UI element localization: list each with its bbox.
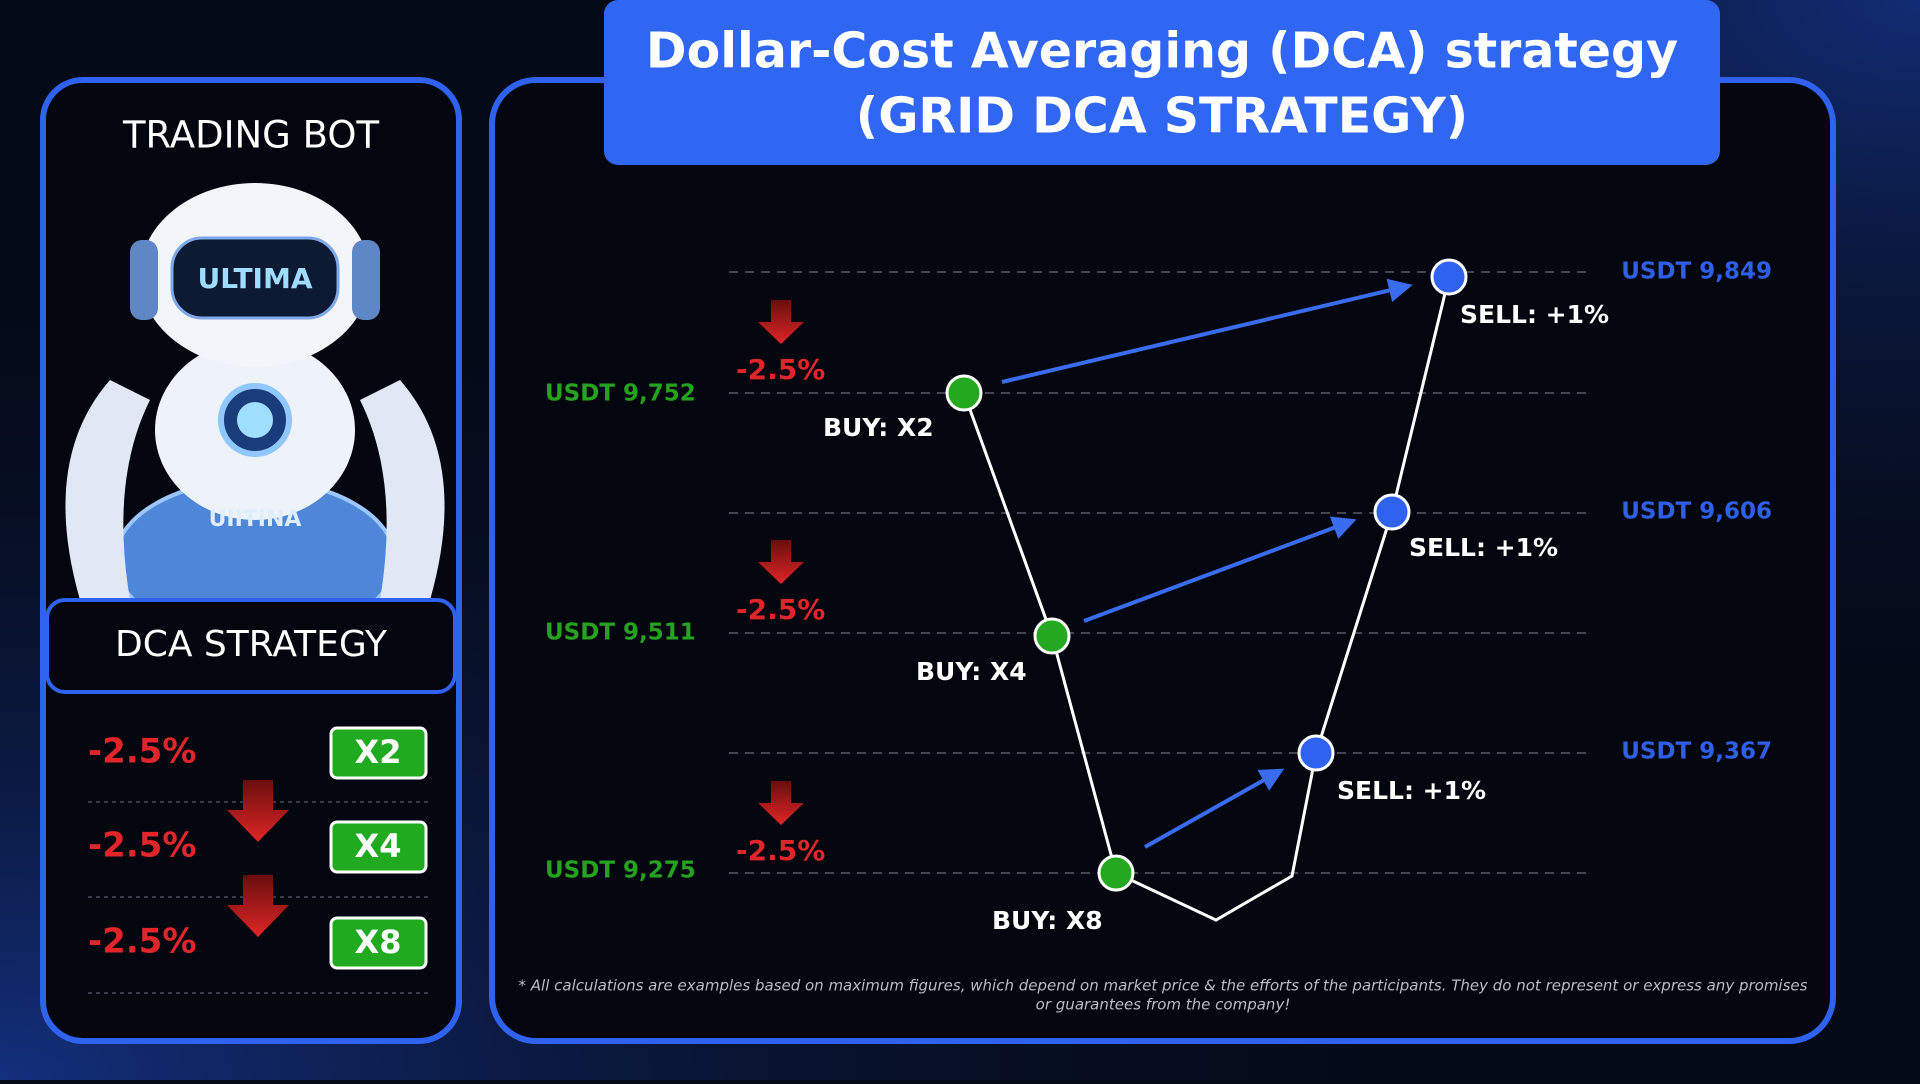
- sell-point: [1373, 493, 1411, 531]
- strategy-box: [45, 598, 457, 694]
- disclaimer: * All calculations are examples based on…: [519, 977, 1808, 995]
- badge-label: UIITINA: [209, 507, 302, 532]
- buy-point: [1033, 617, 1071, 655]
- row-drop: -2.5%: [88, 922, 196, 962]
- buy-drop: -2.5%: [736, 353, 825, 386]
- price-path: [962, 276, 1451, 922]
- chart-panel: [489, 77, 1836, 1044]
- buy-action: BUY: X2: [823, 413, 934, 442]
- drop-arrows: [758, 300, 804, 825]
- sell-point: [1297, 734, 1335, 772]
- buy-action: BUY: X4: [916, 657, 1027, 686]
- disclaimer: or guarantees from the company!: [1036, 996, 1291, 1014]
- sidebar-heading: TRADING BOT: [122, 114, 379, 157]
- row-multiplier: X4: [355, 827, 402, 865]
- sell-action: SELL: +1%: [1409, 533, 1558, 562]
- title: (GRID DCA STRATEGY): [856, 88, 1468, 145]
- buy-price: USDT 9,275: [545, 858, 696, 884]
- sell-price: USDT 9,849: [1621, 259, 1772, 285]
- buy-price: USDT 9,752: [545, 381, 696, 407]
- buy-point: [945, 374, 983, 412]
- sell-price: USDT 9,367: [1621, 739, 1772, 765]
- multiplier-box: [329, 916, 428, 970]
- title-box: [604, 0, 1720, 165]
- multiplier-box: [329, 726, 428, 780]
- strategy-label: DCA STRATEGY: [115, 624, 388, 665]
- down-arrows: [227, 780, 289, 937]
- row-drop: -2.5%: [88, 732, 196, 772]
- sell-action: SELL: +1%: [1337, 776, 1486, 805]
- row-multiplier: X8: [355, 923, 402, 961]
- profit-arrows: [1001, 278, 1413, 849]
- buy-price: USDT 9,511: [545, 620, 696, 646]
- buy-point: [1097, 854, 1135, 892]
- buy-action: BUY: X8: [992, 906, 1103, 935]
- robot-label: ULTIMA: [198, 262, 313, 295]
- row-drop: -2.5%: [88, 826, 196, 866]
- buy-drop: -2.5%: [736, 834, 825, 867]
- multiplier-box: [329, 820, 428, 874]
- sell-price: USDT 9,606: [1621, 499, 1772, 525]
- sell-point: [1430, 258, 1468, 296]
- row-multiplier: X2: [355, 733, 402, 771]
- buy-drop: -2.5%: [736, 593, 825, 626]
- title: Dollar-Cost Averaging (DCA) strategy: [646, 23, 1678, 80]
- sell-action: SELL: +1%: [1460, 300, 1609, 329]
